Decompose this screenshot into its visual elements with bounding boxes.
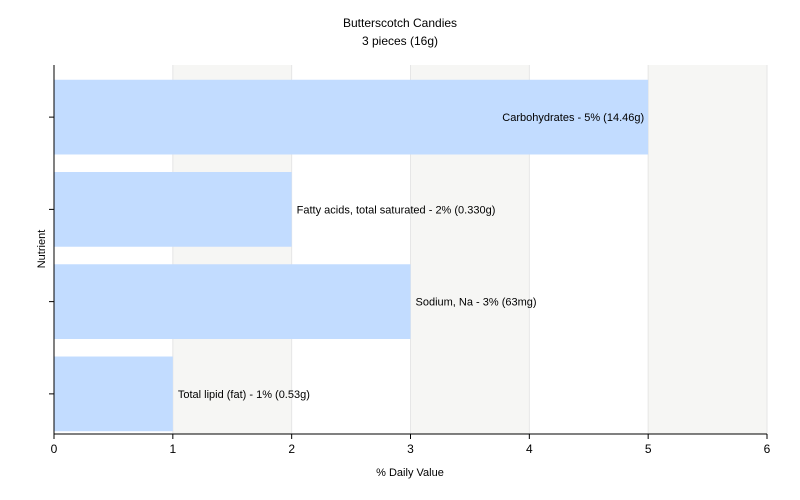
x-tick-label: 1 (169, 442, 176, 456)
chart-title: Butterscotch Candies (343, 16, 457, 30)
x-tick-label: 5 (645, 442, 652, 456)
bar-total-lipid-fat (54, 356, 173, 432)
x-tick-label: 4 (526, 442, 533, 456)
bar-data-label: Total lipid (fat) - 1% (0.53g) (178, 389, 310, 401)
x-tick-label: 6 (764, 442, 771, 456)
plot-band (648, 65, 767, 434)
y-axis-label: Nutrient (36, 230, 48, 269)
bar-data-label: Sodium, Na - 3% (63mg) (416, 297, 537, 309)
bar-fatty-acids-total-saturated (54, 172, 292, 247)
axis-ticks: 0 1 2 3 4 5 6 (49, 116, 771, 456)
chart-subtitle: 3 pieces (16g) (362, 34, 438, 48)
bar-data-labels: Carbohydrates - 5% (14.46g) Fatty acids, … (178, 112, 644, 401)
bar-sodium-na (54, 264, 411, 339)
x-axis-label: % Daily Value (376, 467, 444, 479)
bar-carbohydrates (54, 79, 649, 155)
bars (54, 79, 649, 432)
x-tick-label: 2 (288, 442, 295, 456)
x-tick-label: 0 (51, 442, 58, 456)
bar-data-label: Carbohydrates - 5% (14.46g) (502, 112, 644, 124)
x-tick-label: 3 (407, 442, 414, 456)
bar-data-label: Fatty acids, total saturated - 2% (0.330… (297, 204, 496, 216)
